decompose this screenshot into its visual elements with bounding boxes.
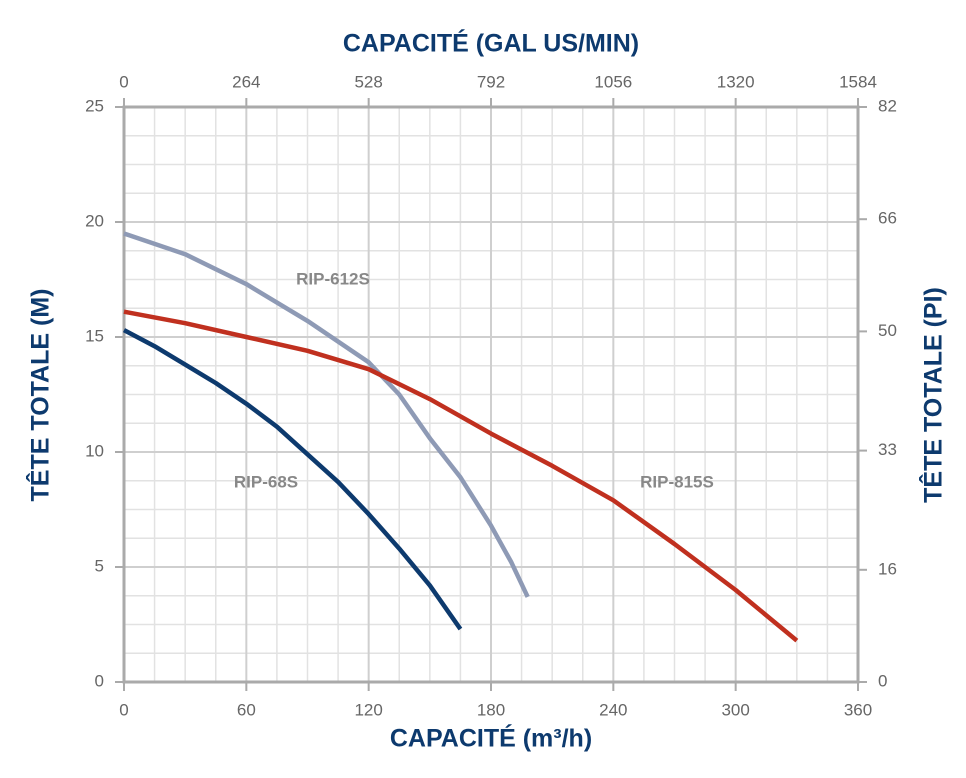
plot-frame — [122, 105, 860, 684]
y2-tick-label: 33 — [878, 440, 897, 459]
x2-tick-label: 528 — [354, 72, 382, 91]
curve — [123, 309, 799, 643]
y-tick-label: 0 — [95, 671, 104, 690]
y-axis-title: TÊTE TOTALE (M) — [25, 289, 55, 502]
curve-label: RIP-68S — [234, 472, 298, 491]
x2-tick-label: 1056 — [594, 72, 632, 91]
y2-tick-label: 82 — [878, 96, 897, 115]
y-tick-label: 20 — [85, 211, 104, 230]
x-tick-label: 360 — [844, 700, 872, 719]
x-tick-label: 300 — [721, 700, 749, 719]
y2-tick-label: 16 — [878, 559, 897, 578]
y2-tick-label: 50 — [878, 321, 897, 340]
x-tick-label: 120 — [354, 700, 382, 719]
x-tick-label: 0 — [119, 700, 128, 719]
x2-tick-label: 1320 — [717, 72, 755, 91]
y2-axis-title: TÊTE TOTALE (PI) — [918, 287, 948, 503]
curve — [123, 231, 530, 598]
curve — [122, 328, 463, 631]
x-tick-label: 60 — [237, 700, 256, 719]
y-tick-label: 15 — [85, 326, 104, 345]
y-tick-label: 25 — [85, 96, 104, 115]
x2-tick-label: 1584 — [839, 72, 877, 91]
x2-tick-label: 0 — [119, 72, 128, 91]
y-tick-label: 5 — [95, 556, 104, 575]
y2-tick-label: 0 — [878, 671, 887, 690]
y2-tick-label: 66 — [878, 209, 897, 228]
curve-label: RIP-815S — [640, 472, 714, 491]
x-axis-title: CAPACITÉ (m³/h) — [390, 724, 592, 753]
x-tick-label: 180 — [477, 700, 505, 719]
x2-tick-label: 792 — [477, 72, 505, 91]
curve-label: RIP-612S — [296, 269, 370, 288]
x-tick-label: 240 — [599, 700, 627, 719]
x2-tick-label: 264 — [232, 72, 260, 91]
x2-axis-title: CAPACITÉ (GAL US/MIN) — [343, 29, 639, 58]
y-tick-label: 10 — [85, 441, 104, 460]
